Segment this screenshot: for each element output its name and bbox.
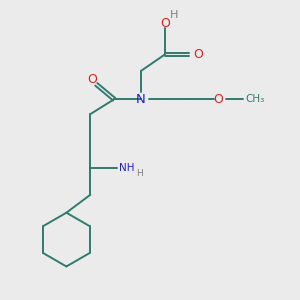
- Text: O: O: [87, 73, 97, 86]
- Text: N: N: [136, 93, 146, 106]
- Text: NH: NH: [118, 163, 134, 173]
- Text: O: O: [193, 48, 203, 61]
- Text: O: O: [214, 93, 224, 106]
- Text: H: H: [170, 10, 179, 20]
- Text: H: H: [136, 169, 143, 178]
- Text: CH₃: CH₃: [245, 94, 264, 104]
- Text: O: O: [160, 16, 170, 30]
